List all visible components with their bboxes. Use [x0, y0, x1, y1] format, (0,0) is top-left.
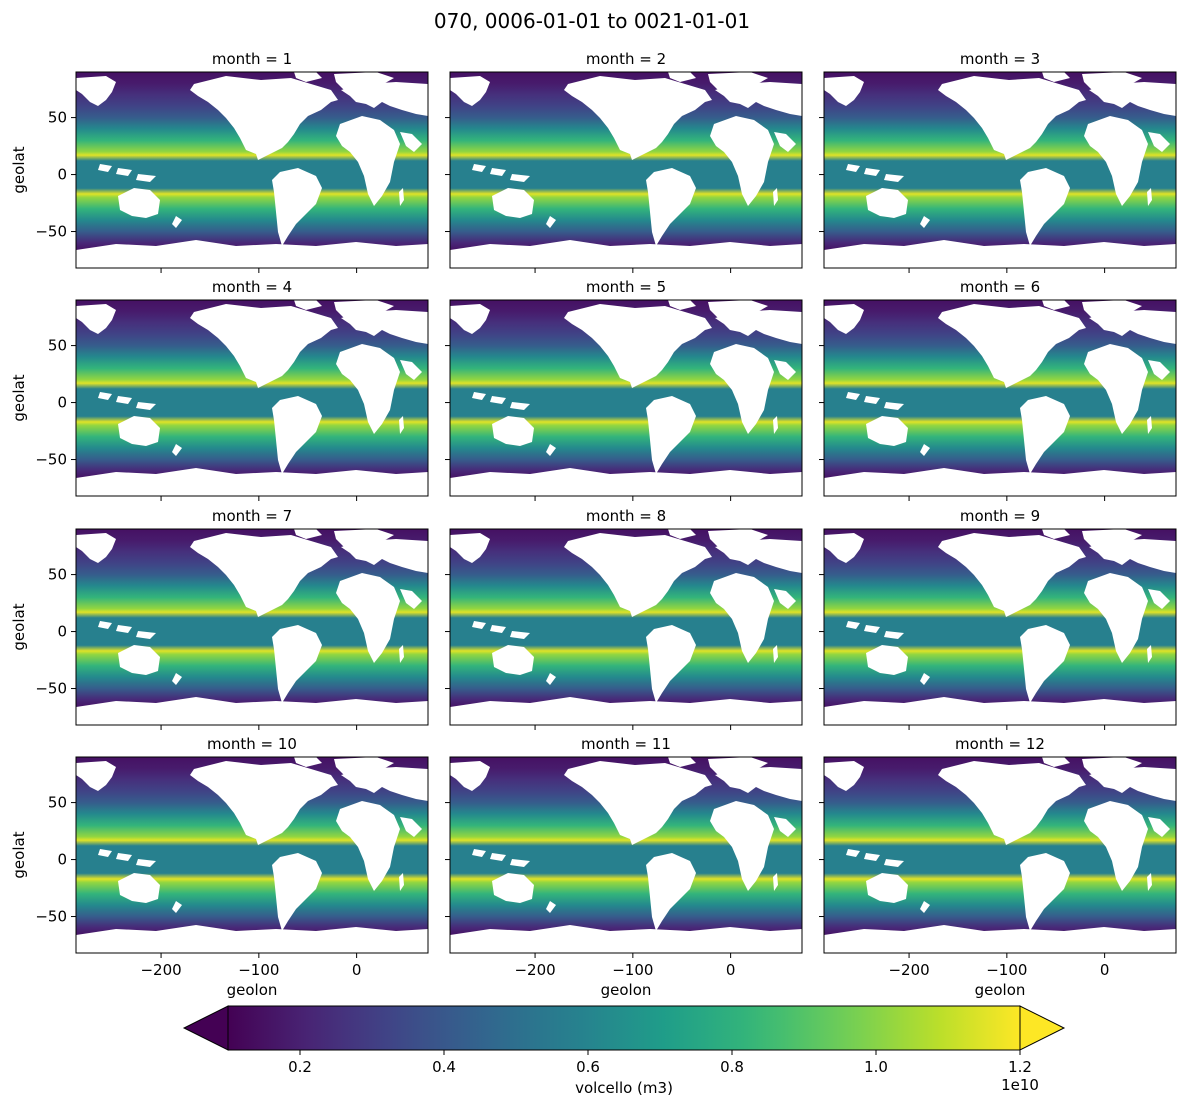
panel-title: month = 3 [960, 50, 1040, 68]
colorbar-tick-label: 0.6 [576, 1058, 600, 1076]
axes-frame [823, 71, 1177, 269]
axes-frame [75, 528, 429, 726]
y-axis-label: geolat [10, 831, 28, 878]
colorbar-frame [227, 1005, 1021, 1051]
panel-title: month = 10 [207, 735, 297, 753]
y-tick-label: 0 [57, 394, 67, 412]
panel-month-8: month = 8 [445, 507, 803, 730]
x-tick-label: −200 [888, 961, 929, 979]
colorbar-offset-label: 1e10 [1001, 1076, 1039, 1094]
y-axis-label: geolat [10, 146, 28, 193]
panel-month-9: month = 9 [819, 507, 1177, 730]
axes-frame [449, 299, 803, 497]
y-tick-label: −50 [35, 223, 67, 241]
panel-month-10: month = 10 −50 0 50 −200 −100 0 geolat geolon [10, 735, 429, 999]
x-tick-label: −100 [612, 961, 653, 979]
x-axis-label: geolon [975, 981, 1026, 999]
panel-month-11: month = 11 −200 −100 0 geolon [445, 735, 803, 999]
x-tick-label: −200 [140, 961, 181, 979]
panel-month-5: month = 5 [445, 278, 803, 501]
panel-title: month = 4 [212, 278, 292, 296]
x-tick-label: 0 [352, 961, 362, 979]
y-tick-label: 0 [57, 166, 67, 184]
axes-frame [823, 528, 1177, 726]
panel-month-3: month = 3 [819, 50, 1177, 273]
colorbar-tick-label: 0.2 [288, 1058, 312, 1076]
panel-title: month = 5 [586, 278, 666, 296]
panel-title: month = 9 [960, 507, 1040, 525]
panel-month-1: month = 1 −50 0 50 geolat [10, 50, 429, 273]
colorbar-gradient [228, 1006, 1020, 1050]
x-tick-label: 0 [1100, 961, 1110, 979]
y-tick-label: 0 [57, 851, 67, 869]
panel-title: month = 6 [960, 278, 1040, 296]
panel-grid: month = 1 −50 0 50 geolat month = 2 month = 3 m… [10, 50, 1177, 999]
panel-month-4: month = 4 −50 0 50 geolat [10, 278, 429, 501]
x-tick-label: −100 [238, 961, 279, 979]
axes-frame [449, 71, 803, 269]
panel-month-2: month = 2 [445, 50, 803, 273]
colorbar-tick-label: 1.2 [1008, 1058, 1032, 1076]
panel-title: month = 1 [212, 50, 292, 68]
y-tick-label: 50 [48, 109, 67, 127]
axes-frame [75, 299, 429, 497]
y-axis-label: geolat [10, 374, 28, 421]
panel-title: month = 12 [955, 735, 1045, 753]
panel-title: month = 2 [586, 50, 666, 68]
axes-frame [823, 299, 1177, 497]
axes-frame [823, 756, 1177, 954]
panel-month-12: month = 12 −200 −100 0 geolon [819, 735, 1177, 999]
axes-frame [449, 528, 803, 726]
colorbar-tick-label: 1.0 [864, 1058, 888, 1076]
panel-title: month = 8 [586, 507, 666, 525]
x-tick-label: −100 [986, 961, 1027, 979]
colorbar-tick-label: 0.4 [432, 1058, 456, 1076]
panel-title: month = 11 [581, 735, 671, 753]
y-tick-label: −50 [35, 908, 67, 926]
colorbar-extend-max [1019, 1005, 1066, 1051]
axes-frame [75, 756, 429, 954]
x-axis-label: geolon [601, 981, 652, 999]
y-tick-label: 0 [57, 623, 67, 641]
panel-month-6: month = 6 [819, 278, 1177, 501]
colorbar-tick-label: 0.8 [720, 1058, 744, 1076]
panel-title: month = 7 [212, 507, 292, 525]
colorbar-label: volcello (m3) [575, 1079, 673, 1097]
y-tick-label: 50 [48, 794, 67, 812]
panel-month-7: month = 7 −50 0 50 geolat [10, 507, 429, 730]
x-tick-label: 0 [726, 961, 736, 979]
y-tick-label: 50 [48, 337, 67, 355]
axes-frame [75, 71, 429, 269]
y-tick-label: 50 [48, 566, 67, 584]
y-tick-label: −50 [35, 680, 67, 698]
colorbar: 0.2 0.4 0.6 0.8 1.0 1.2 volcello (m3) 1e10 [182, 1005, 1066, 1097]
axes-frame [449, 756, 803, 954]
colorbar-extend-min [182, 1005, 229, 1051]
y-tick-label: −50 [35, 451, 67, 469]
y-axis-label: geolat [10, 603, 28, 650]
x-axis-label: geolon [227, 981, 278, 999]
x-tick-label: −200 [514, 961, 555, 979]
figure-title: 070, 0006-01-01 to 0021-01-01 [434, 9, 750, 33]
